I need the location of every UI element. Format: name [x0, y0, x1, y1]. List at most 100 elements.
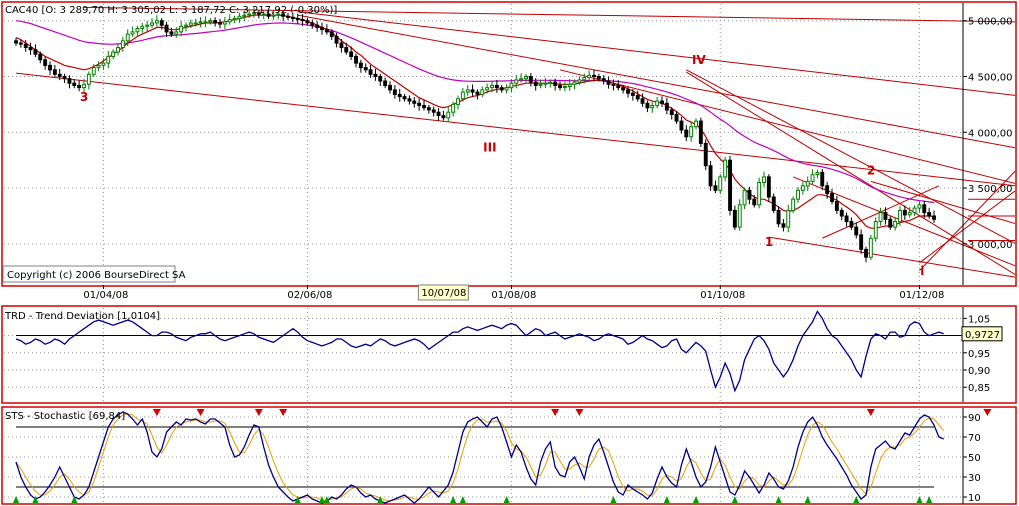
ma-long-line [15, 20, 935, 204]
candle-body [315, 24, 320, 28]
candle-body [33, 49, 38, 55]
candle-body [57, 73, 62, 78]
candle-body [179, 25, 184, 33]
candle-body [324, 29, 329, 33]
candle-body [718, 176, 723, 191]
candle-body [422, 105, 427, 109]
candle-body [480, 89, 485, 95]
trd-last-value-box [961, 326, 1003, 342]
buy-marker [32, 496, 39, 503]
sts-panel: 90 70 50 30 10 STS - Stochastic [69,84] [1, 406, 1017, 505]
candle-body [252, 12, 257, 15]
candle-body [232, 18, 237, 21]
candle-body [329, 31, 334, 37]
trd-title: TRD - Trend Deviation [1,0104] [4, 311, 160, 322]
buy-marker [663, 496, 670, 503]
candle-body [48, 64, 52, 71]
candle-body [820, 171, 825, 187]
candle-body [475, 91, 480, 95]
candle-body [120, 40, 125, 48]
candle-body [310, 22, 315, 26]
candle-body [728, 159, 732, 211]
candle-body [762, 176, 766, 183]
trd-tick-label: 0,95 [968, 349, 990, 360]
candle-body [256, 12, 261, 15]
trd-tick-label: 0,90 [968, 366, 990, 377]
candle-body [630, 92, 635, 96]
buy-marker [13, 496, 19, 503]
candle-body [562, 86, 567, 89]
trd-panel: 1,051,000,950,900,85 TRD - Trend Deviati… [1, 305, 1017, 404]
cursor-date-box[interactable]: 10/07/08 [417, 284, 469, 301]
trend-line [870, 180, 1015, 224]
price-tick-label: 4 000,00 [968, 128, 1013, 139]
candle-body [460, 91, 465, 100]
candle-body [96, 64, 101, 69]
candle-body [932, 215, 936, 220]
sell-marker [279, 409, 288, 416]
candle-body [742, 189, 747, 206]
candle-body [62, 76, 67, 80]
candle-body [927, 212, 932, 217]
candle-body [553, 81, 558, 86]
date-tick-label: 01/08/08 [491, 290, 536, 301]
candle-body [392, 89, 397, 95]
trd-tick-label: 0,85 [968, 383, 990, 394]
candle-body [213, 20, 218, 24]
price-tick-label: 3 500,00 [968, 184, 1013, 195]
candle-body [606, 80, 611, 85]
candle-body [383, 80, 388, 86]
candle-body [533, 81, 538, 86]
ma-short-line [15, 14, 935, 229]
wave-label: 1 [765, 235, 773, 249]
candle-body [713, 185, 718, 191]
candle-body [222, 21, 227, 25]
candle-body [320, 26, 325, 31]
trd-tick-label: 1,05 [968, 314, 990, 325]
candle-body [14, 40, 19, 44]
trend-line [919, 170, 1015, 271]
candle-body [247, 13, 252, 16]
trend-line [559, 69, 1015, 184]
candle-body [805, 180, 810, 187]
candle-body [446, 111, 451, 119]
price-moving-averages [15, 14, 935, 229]
candle-body [800, 185, 805, 191]
candle-body [412, 100, 417, 104]
trd-y-axis: 1,051,000,950,900,85 [962, 307, 990, 402]
candle-body [349, 51, 354, 57]
candle-body [519, 78, 524, 81]
candle-body [679, 120, 684, 131]
candle-body [441, 115, 446, 119]
candle-body [334, 35, 339, 44]
candle-body [77, 84, 82, 89]
candle-body [305, 20, 310, 24]
candle-body [451, 103, 456, 113]
candle-body [499, 87, 504, 91]
date-tick-label: 01/10/08 [700, 290, 745, 301]
candle-body [509, 82, 514, 89]
price-title: CAC40 [O: 3 289,70 H: 3 305,02 L: 3 187,… [5, 5, 337, 16]
trend-line [297, 11, 1015, 96]
candle-body [388, 84, 393, 91]
candle-body [674, 113, 679, 122]
candle-body [52, 69, 57, 75]
candle-body [543, 82, 548, 85]
wave-label: i [920, 264, 924, 278]
candle-body [577, 79, 582, 83]
sts-lines [15, 411, 945, 504]
buy-marker [804, 496, 811, 503]
price-tick-label: 5 000,00 [968, 17, 1013, 28]
candle-body [815, 171, 820, 176]
candle-body [28, 47, 33, 51]
candle-body [286, 15, 291, 18]
candle-body [844, 215, 849, 223]
candle-body [38, 53, 43, 61]
candle-body [703, 142, 708, 167]
price-y-axis: 5 000,00 4 500,00 4 000,00 3 500,00 3 000,00 [962, 3, 1013, 285]
candle-body [655, 100, 660, 107]
candle-body [635, 95, 640, 100]
candle-body [125, 33, 130, 42]
